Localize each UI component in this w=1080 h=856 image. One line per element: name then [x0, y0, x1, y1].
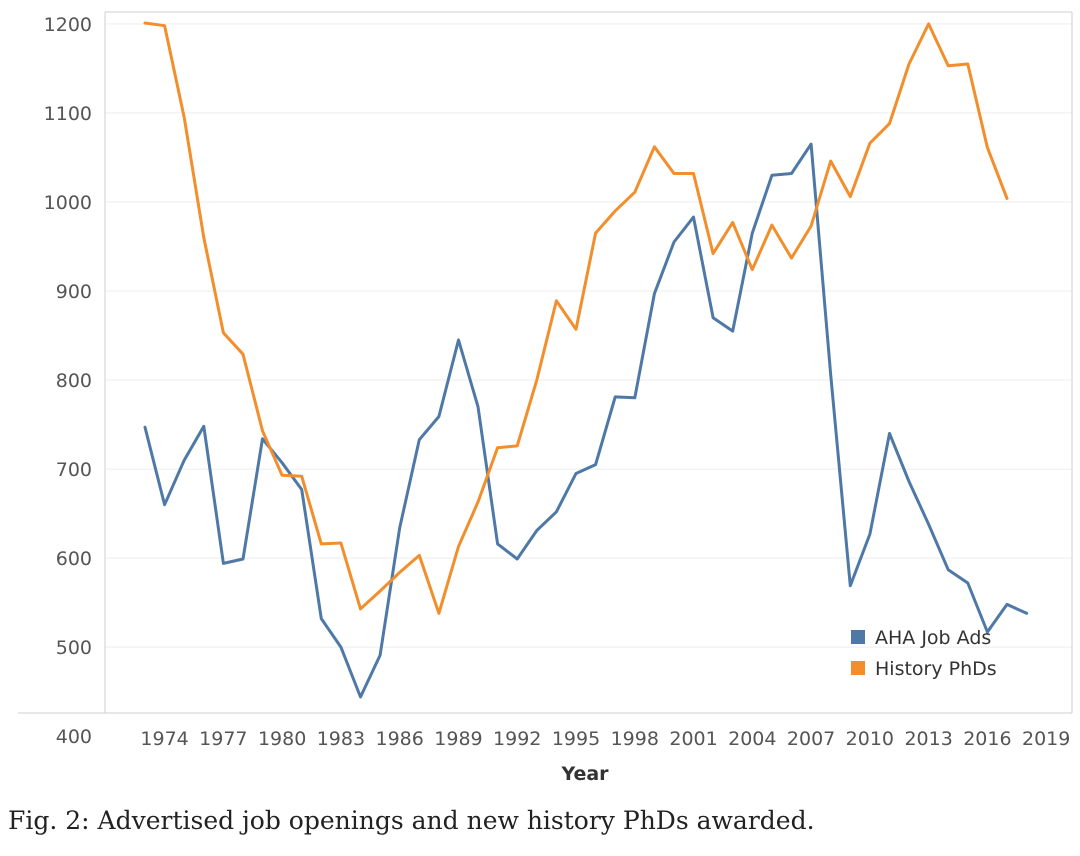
- x-tick-label: 2004: [728, 728, 776, 750]
- series-line-aha-job-ads: [143, 142, 1029, 699]
- x-tick-label: 1995: [552, 728, 600, 750]
- legend-label: History PhDs: [875, 658, 997, 680]
- y-tick-label: 900: [56, 281, 92, 303]
- x-tick-label: 1983: [317, 728, 365, 750]
- x-axis-title: Year: [560, 763, 609, 785]
- x-tick-label: 2010: [846, 728, 894, 750]
- x-tick-label: 2007: [787, 728, 835, 750]
- y-tick-label: 400: [56, 726, 92, 748]
- x-tick-label: 2016: [963, 728, 1011, 750]
- y-axis-ticks: 400 500 600 700 800 900 1000 1100 1200: [44, 14, 92, 748]
- x-tick-label: 1977: [199, 728, 247, 750]
- x-tick-label: 2001: [669, 728, 717, 750]
- figure-caption: Fig. 2: Advertised job openings and new …: [8, 806, 815, 835]
- y-tick-label: 1200: [44, 14, 92, 36]
- legend-swatch: [851, 630, 865, 644]
- y-tick-label: 600: [56, 548, 92, 570]
- x-tick-label: 1974: [140, 728, 188, 750]
- y-tick-label: 1100: [44, 103, 92, 125]
- x-tick-label: 1992: [493, 728, 541, 750]
- x-tick-label: 1980: [258, 728, 306, 750]
- y-tick-label: 1000: [44, 192, 92, 214]
- legend: AHA Job Ads History PhDs: [851, 627, 997, 680]
- y-tick-label: 700: [56, 459, 92, 481]
- series-line-history-phds: [143, 21, 1009, 615]
- x-tick-label: 1989: [434, 728, 482, 750]
- x-axis-ticks: 1974 1977 1980 1983 1986 1989 1992 1995 1998 2001…: [140, 728, 1070, 750]
- x-tick-label: 2013: [904, 728, 952, 750]
- x-tick-label: 1986: [376, 728, 424, 750]
- y-tick-label: 500: [56, 637, 92, 659]
- legend-label: AHA Job Ads: [875, 627, 991, 649]
- x-tick-label: 1998: [611, 728, 659, 750]
- y-tick-label: 800: [56, 370, 92, 392]
- x-tick-label: 2019: [1022, 728, 1070, 750]
- legend-swatch: [851, 661, 865, 675]
- grid-lines: [105, 23, 1072, 648]
- series-lines: [143, 21, 1029, 699]
